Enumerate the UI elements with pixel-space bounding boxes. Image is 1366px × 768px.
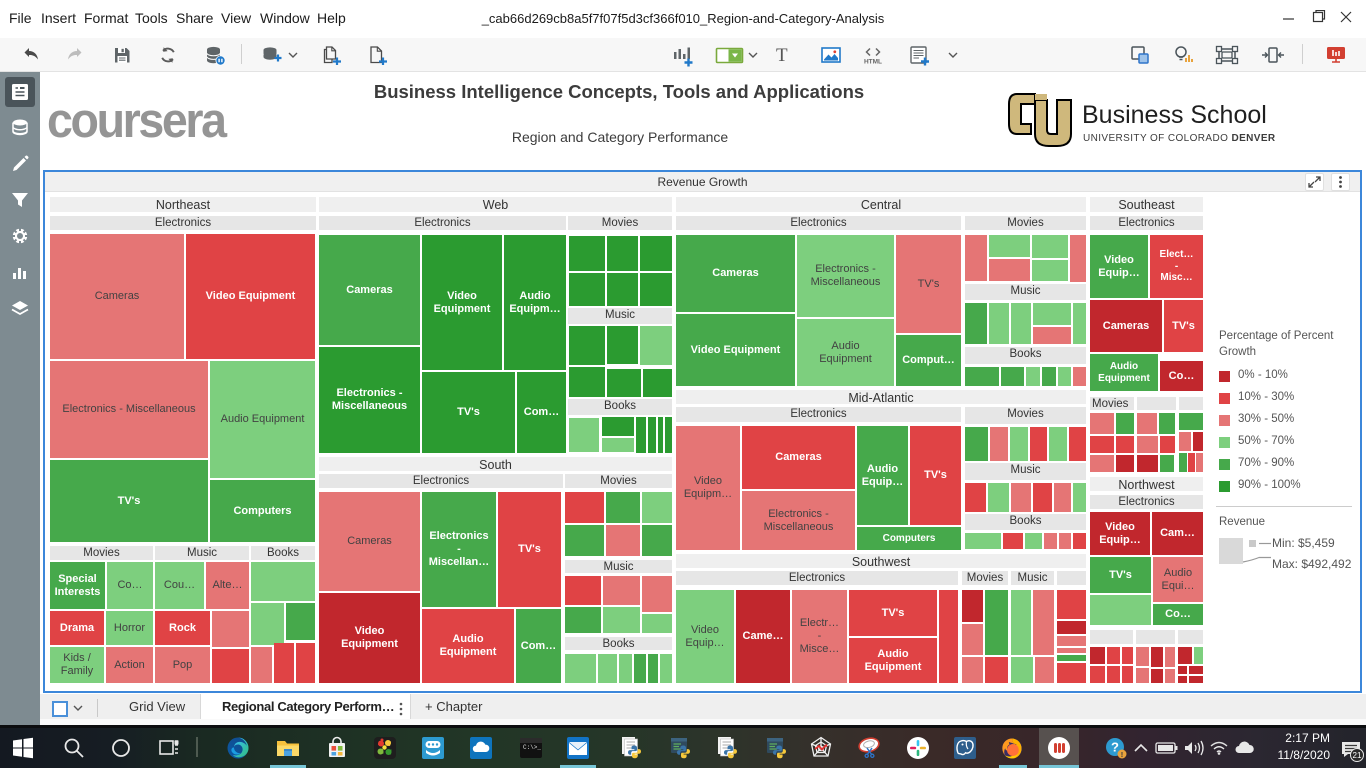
svg-text:HTML: HTML <box>864 59 882 66</box>
svg-text:?: ? <box>1111 740 1119 755</box>
svg-text:!: ! <box>1121 750 1124 759</box>
svg-text:C:\>_: C:\>_ <box>523 744 541 751</box>
svg-text:21: 21 <box>1353 751 1362 760</box>
